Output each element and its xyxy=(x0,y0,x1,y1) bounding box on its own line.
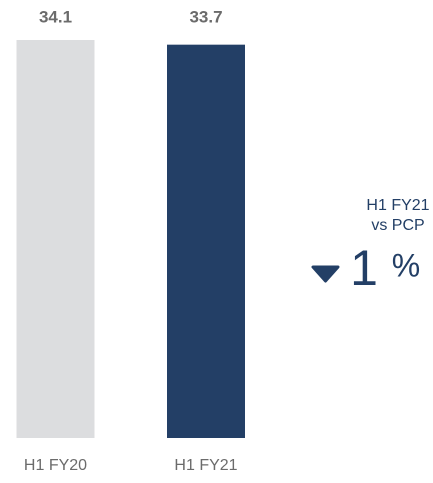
bar xyxy=(16,40,95,438)
change-unit: % xyxy=(392,247,420,283)
annotation-text: vs PCP xyxy=(371,217,424,234)
value-label: 34.1 xyxy=(39,7,72,26)
change-arrow xyxy=(311,265,340,283)
change-value: 1 xyxy=(350,240,378,296)
value-label: 33.7 xyxy=(189,7,222,26)
bar xyxy=(167,44,245,439)
category-label: H1 FY21 xyxy=(174,457,237,474)
category-label: H1 FY20 xyxy=(24,457,87,474)
annotation-text: H1 FY21 xyxy=(366,197,429,214)
